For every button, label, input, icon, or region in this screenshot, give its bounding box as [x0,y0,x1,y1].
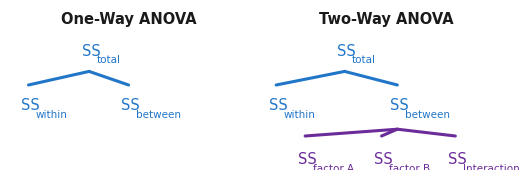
Text: SS: SS [374,152,393,167]
Text: within: within [284,110,315,120]
Text: Interaction: Interaction [463,164,520,170]
Text: SS: SS [82,44,101,58]
Text: SS: SS [298,152,317,167]
Text: factor B: factor B [389,164,430,170]
Text: One-Way ANOVA: One-Way ANOVA [61,12,196,27]
Text: SS: SS [448,152,467,167]
Text: between: between [136,110,181,120]
Text: SS: SS [390,98,409,113]
Text: within: within [36,110,67,120]
Text: factor A: factor A [313,164,354,170]
Text: total: total [352,55,376,65]
Text: between: between [405,110,450,120]
Text: SS: SS [21,98,40,113]
Text: total: total [96,55,121,65]
Text: SS: SS [121,98,140,113]
Text: Two-Way ANOVA: Two-Way ANOVA [319,12,453,27]
Text: SS: SS [269,98,288,113]
Text: SS: SS [337,44,356,58]
